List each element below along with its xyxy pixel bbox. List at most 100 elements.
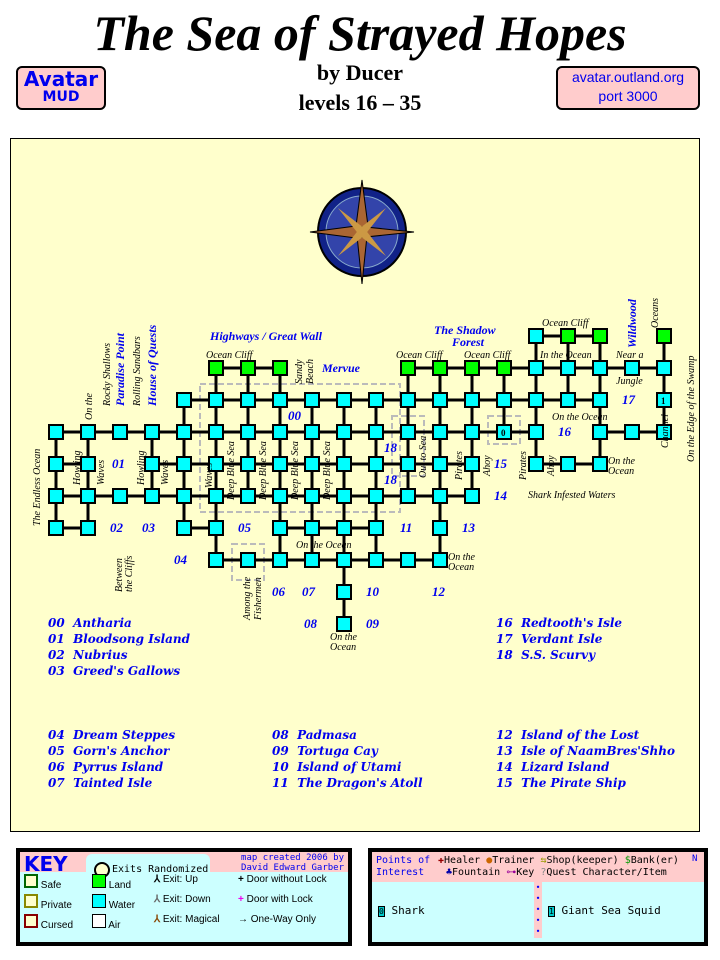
water-room[interactable] (176, 456, 192, 472)
water-room[interactable] (432, 552, 448, 568)
water-room[interactable] (656, 360, 672, 376)
water-room[interactable] (368, 520, 384, 536)
water-room[interactable] (272, 456, 288, 472)
water-room[interactable] (304, 424, 320, 440)
water-room[interactable] (656, 392, 672, 408)
water-room[interactable] (528, 424, 544, 440)
water-room[interactable] (464, 456, 480, 472)
water-room[interactable] (496, 392, 512, 408)
water-room[interactable] (624, 360, 640, 376)
water-room[interactable] (464, 424, 480, 440)
water-room[interactable] (560, 360, 576, 376)
water-room[interactable] (240, 424, 256, 440)
water-room[interactable] (304, 520, 320, 536)
water-room[interactable] (400, 424, 416, 440)
water-room[interactable] (176, 488, 192, 504)
water-room[interactable] (368, 392, 384, 408)
water-room[interactable] (48, 488, 64, 504)
water-room[interactable] (528, 328, 544, 344)
water-room[interactable] (400, 456, 416, 472)
water-room[interactable] (144, 424, 160, 440)
water-room[interactable] (528, 456, 544, 472)
land-room[interactable] (240, 360, 256, 376)
land-room[interactable] (592, 328, 608, 344)
water-room[interactable] (336, 392, 352, 408)
water-room[interactable] (240, 456, 256, 472)
water-room[interactable] (240, 552, 256, 568)
water-room[interactable] (80, 488, 96, 504)
water-room[interactable] (80, 520, 96, 536)
water-room[interactable] (624, 424, 640, 440)
water-room[interactable] (336, 424, 352, 440)
land-room[interactable] (208, 360, 224, 376)
water-room[interactable] (400, 392, 416, 408)
land-room[interactable] (496, 360, 512, 376)
water-room[interactable] (336, 488, 352, 504)
water-room[interactable] (208, 488, 224, 504)
water-room[interactable] (528, 360, 544, 376)
water-room[interactable] (208, 456, 224, 472)
water-room[interactable] (336, 456, 352, 472)
land-room[interactable] (400, 360, 416, 376)
water-room[interactable] (432, 456, 448, 472)
water-room[interactable] (272, 424, 288, 440)
water-room[interactable] (272, 488, 288, 504)
water-room[interactable] (208, 424, 224, 440)
water-room[interactable] (592, 360, 608, 376)
water-room[interactable] (432, 392, 448, 408)
water-room[interactable] (592, 424, 608, 440)
water-room[interactable] (432, 488, 448, 504)
water-room[interactable] (112, 488, 128, 504)
water-room[interactable] (240, 488, 256, 504)
water-room[interactable] (48, 520, 64, 536)
water-room[interactable] (528, 392, 544, 408)
water-room[interactable] (368, 424, 384, 440)
water-room[interactable] (48, 456, 64, 472)
water-room[interactable] (400, 552, 416, 568)
water-room[interactable] (304, 488, 320, 504)
water-room[interactable] (336, 520, 352, 536)
water-room[interactable] (240, 392, 256, 408)
water-room[interactable] (144, 456, 160, 472)
water-room[interactable] (464, 488, 480, 504)
water-room[interactable] (176, 424, 192, 440)
land-room[interactable] (560, 328, 576, 344)
water-room[interactable] (176, 520, 192, 536)
water-room[interactable] (496, 424, 512, 440)
water-room[interactable] (368, 456, 384, 472)
water-room[interactable] (208, 392, 224, 408)
water-room[interactable] (336, 552, 352, 568)
water-room[interactable] (208, 520, 224, 536)
water-room[interactable] (144, 488, 160, 504)
water-room[interactable] (80, 424, 96, 440)
water-room[interactable] (464, 392, 480, 408)
land-room[interactable] (656, 328, 672, 344)
water-room[interactable] (48, 424, 64, 440)
water-room[interactable] (336, 616, 352, 632)
water-room[interactable] (304, 392, 320, 408)
water-room[interactable] (368, 488, 384, 504)
water-room[interactable] (304, 456, 320, 472)
water-room[interactable] (400, 488, 416, 504)
land-room[interactable] (464, 360, 480, 376)
water-room[interactable] (112, 424, 128, 440)
water-room[interactable] (208, 552, 224, 568)
water-room[interactable] (432, 424, 448, 440)
water-room[interactable] (592, 392, 608, 408)
water-room[interactable] (336, 584, 352, 600)
area-num: 15 (496, 776, 513, 790)
water-room[interactable] (176, 392, 192, 408)
water-room[interactable] (560, 392, 576, 408)
land-room[interactable] (432, 360, 448, 376)
water-room[interactable] (368, 552, 384, 568)
land-room[interactable] (272, 360, 288, 376)
water-room[interactable] (272, 520, 288, 536)
water-room[interactable] (592, 456, 608, 472)
water-room[interactable] (656, 424, 672, 440)
water-room[interactable] (432, 520, 448, 536)
water-room[interactable] (272, 552, 288, 568)
water-room[interactable] (304, 552, 320, 568)
water-room[interactable] (272, 392, 288, 408)
water-room[interactable] (560, 456, 576, 472)
water-room[interactable] (80, 456, 96, 472)
